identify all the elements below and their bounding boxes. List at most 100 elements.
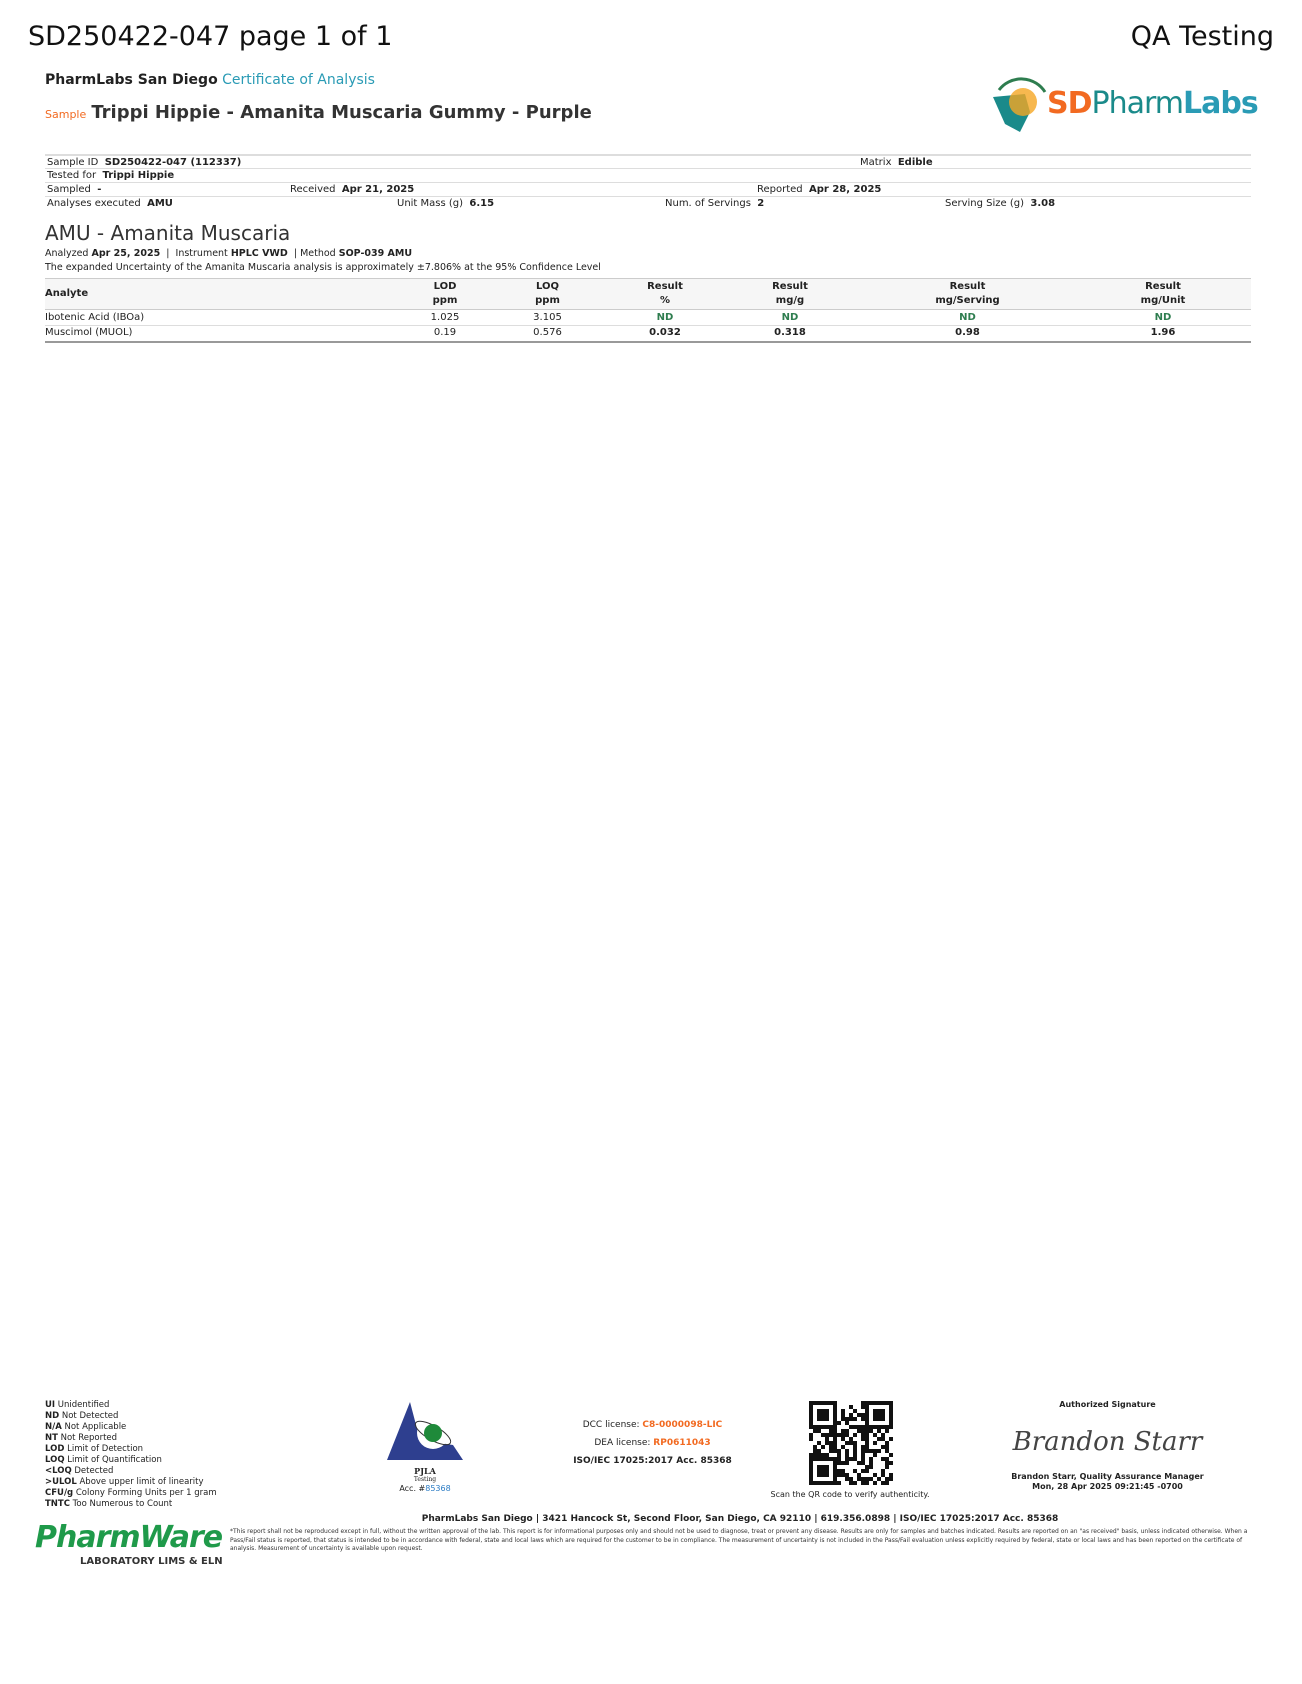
text: TNTC [45, 1499, 70, 1509]
text: N/A [45, 1422, 62, 1432]
abbreviation-legend: UI Unidentified ND Not Detected N/A Not Ap… [45, 1400, 217, 1510]
servings: 2 [757, 198, 765, 209]
table-row: Ibotenic Acid (IBOa) 1.025 3.105 ND ND ND ND [45, 309, 1251, 326]
text: CFU/g [45, 1488, 74, 1498]
instrument: HPLC VWD [230, 248, 288, 259]
uncertainty-note: The expanded Uncertainty of the Amanita … [45, 262, 601, 273]
legend-item: NT Not Reported [45, 1433, 217, 1444]
pharmware-sub: LABORATORY LIMS & ELN [80, 1556, 223, 1567]
text: Colony Forming Units per 1 gram [75, 1488, 217, 1498]
text: Not Detected [61, 1411, 119, 1421]
text: Above upper limit of linearity [79, 1477, 204, 1487]
table-cell: 0.032 [610, 325, 720, 342]
column-header: Result% [610, 278, 720, 310]
reported: Apr 28, 2025 [809, 184, 882, 195]
text: LOD [45, 1444, 65, 1454]
table-cell: 3.105 [485, 309, 610, 326]
text: NT [45, 1433, 58, 1443]
text: Limit of Detection [67, 1444, 144, 1454]
text: LOD [433, 281, 457, 292]
legend-item: N/A Not Applicable [45, 1422, 217, 1433]
text: % [659, 295, 671, 306]
text: mg/Unit [1140, 295, 1186, 306]
signer-name: Brandon Starr, Quality Assurance Manager [1011, 1472, 1204, 1481]
text: ppm [432, 295, 458, 306]
text: mg/Serving [935, 295, 1000, 306]
pharmware-logo: PharmWare LABORATORY LIMS & ELN [35, 1520, 223, 1568]
table-cell: ND [720, 309, 860, 326]
column-header: Result mg/Serving [860, 278, 1075, 310]
dea-license: RP0611043 [653, 1438, 711, 1448]
dcc-label: DCC license: [582, 1420, 640, 1430]
text: LOQ [535, 281, 560, 292]
servings-label: Num. of Servings [665, 198, 751, 209]
page-title: SD250422-047 page 1 of 1 [28, 21, 393, 52]
legend-item: LOQ Limit of Quantification [45, 1455, 217, 1466]
dcc-license: C8-0000098-LIC [642, 1420, 723, 1430]
text: LOQ [45, 1455, 65, 1465]
logo-sd: SD [1047, 86, 1093, 121]
sampled-label: Sampled [47, 184, 91, 195]
pjla-acc: 85368 [425, 1484, 451, 1493]
serving-size: 3.08 [1030, 198, 1056, 209]
analyses: AMU [147, 198, 173, 209]
sample-name: Trippi Hippie - Amanita Muscaria Gummy -… [91, 102, 592, 123]
iso-accreditation: ISO/IEC 17025:2017 Acc. 85368 [573, 1456, 732, 1466]
table-cell: 0.98 [860, 325, 1075, 342]
doc-type: Certificate of Analysis [222, 72, 375, 88]
pjla-logo: PJLA Testing Acc. #85368 [385, 1400, 465, 1494]
analyzed-label: Analyzed [45, 248, 89, 259]
sampled: - [97, 184, 102, 195]
analyzed: Apr 25, 2025 [91, 248, 161, 259]
pjla-acc-label: Acc. # [399, 1484, 426, 1493]
text: mg/g [775, 295, 805, 306]
table-cell: 0.318 [720, 325, 860, 342]
column-header: LOQ ppm [485, 278, 610, 310]
results-table: Analyte LOD ppm LOQ ppm Result% Result mg/g Resu… [45, 278, 1251, 343]
table-cell: 0.19 [405, 325, 485, 342]
legend-item: TNTC Too Numerous to Count [45, 1499, 217, 1510]
text: Result [949, 281, 986, 292]
dea-label: DEA license: [594, 1438, 651, 1448]
lab-name: PharmLabs San Diego [45, 72, 218, 88]
text: ppm [535, 295, 560, 306]
table-cell: ND [860, 309, 1075, 326]
unit-mass: 6.15 [469, 198, 495, 209]
text: Not Reported [60, 1433, 118, 1443]
table-cell: ND [1075, 309, 1251, 326]
logo-pharm: Pharm [1091, 86, 1185, 121]
legend-item: UI Unidentified [45, 1400, 217, 1411]
text: Too Numerous to Count [72, 1499, 173, 1509]
legend-item: CFU/g Colony Forming Units per 1 gram [45, 1488, 217, 1499]
instrument-label: Instrument [175, 248, 228, 259]
table-cell: 1.025 [405, 309, 485, 326]
matrix: Edible [897, 157, 933, 168]
table-cell: 1.96 [1075, 325, 1251, 342]
legend-item: <LOQ Detected [45, 1466, 217, 1477]
text: Unidentified [57, 1400, 110, 1410]
text: >ULOL [45, 1477, 77, 1487]
logo-labs: Labs [1183, 86, 1259, 121]
pjla-sub: Testing [413, 1476, 437, 1483]
qr-code[interactable] [808, 1400, 894, 1490]
sample-label: Sample [45, 108, 87, 121]
text: Limit of Quantification [67, 1455, 162, 1465]
text: ND [45, 1411, 60, 1421]
signature-block: Authorized Signature Brandon Starr Brand… [975, 1400, 1240, 1492]
matrix-label: Matrix [860, 157, 892, 168]
text: Result [1145, 281, 1181, 292]
tested-for-label: Tested for [47, 170, 97, 181]
tested-for: Trippi Hippie [102, 170, 175, 181]
column-header: Result mg/Unit [1075, 278, 1251, 310]
table-cell: Muscimol (MUOL) [45, 325, 405, 342]
legend-item: ND Not Detected [45, 1411, 217, 1422]
signature-date: Mon, 28 Apr 2025 09:21:45 -0700 [1032, 1482, 1183, 1491]
method: SOP-039 AMU [338, 248, 413, 259]
text: Not Applicable [64, 1422, 127, 1432]
method-label: Method [300, 248, 336, 259]
column-header: LOD ppm [405, 278, 485, 310]
column-header: Result mg/g [720, 278, 860, 310]
text: Result [772, 281, 808, 292]
received-label: Received [290, 184, 336, 195]
table-cell: 0.576 [485, 325, 610, 342]
